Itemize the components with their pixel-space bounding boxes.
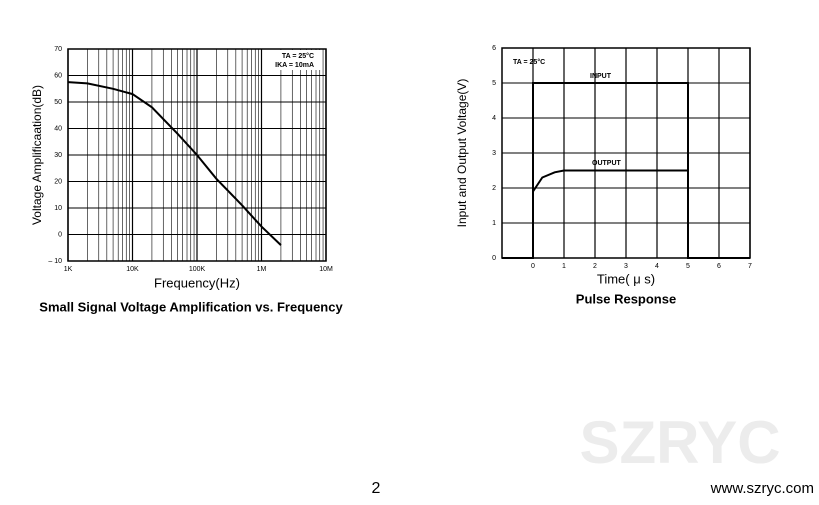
y-tick-label: 0 (58, 231, 62, 238)
x-tick-label: 1K (64, 266, 73, 273)
x-tick-label: 10M (319, 266, 333, 273)
annotation: IKA = 10mA (275, 62, 314, 69)
x-axis-label: Frequency(Hz) (154, 275, 240, 290)
x-tick-label: 7 (748, 263, 752, 270)
data-line (67, 81, 282, 246)
y-tick-label: 0 (492, 255, 496, 262)
x-tick-label: 4 (655, 263, 659, 270)
x-tick-label: 100K (189, 266, 206, 273)
y-tick-label: 3 (492, 150, 496, 157)
x-tick-label: 10K (126, 266, 139, 273)
series-label: OUTPUT (592, 160, 622, 167)
x-tick-label: 2 (593, 263, 597, 270)
x-tick-label: 6 (717, 263, 721, 270)
y-tick-label: 50 (54, 99, 62, 106)
chart-title: Pulse Response (576, 291, 676, 306)
data-line (502, 169, 750, 259)
annotation: TA = 25°C (513, 58, 545, 66)
chart-title: Small Signal Voltage Amplification vs. F… (39, 299, 343, 314)
y-tick-label: 6 (492, 45, 496, 52)
x-tick-label: 1 (562, 263, 566, 270)
annotation: TA = 25°C (282, 52, 314, 60)
plot-frame (501, 47, 751, 259)
y-tick-label: 2 (492, 185, 496, 192)
series-label: INPUT (590, 73, 612, 80)
y-tick-label: 20 (54, 178, 62, 185)
y-tick-label: 70 (54, 46, 62, 53)
x-tick-label: 1M (257, 266, 267, 273)
y-tick-label: – 10 (48, 258, 62, 265)
y-tick-label: 1 (492, 220, 496, 227)
x-tick-label: 5 (686, 263, 690, 270)
plot-frame (67, 48, 327, 262)
y-tick-label: 40 (54, 125, 62, 132)
website: www.szryc.com (710, 480, 814, 497)
y-tick-label: 4 (492, 115, 496, 122)
watermark: SZRYC (579, 409, 780, 476)
annotation-box (266, 50, 322, 70)
y-axis-label: Input and Output Voltage(V) (455, 79, 469, 228)
x-tick-label: 3 (624, 263, 628, 270)
page-number: 2 (372, 480, 381, 497)
x-tick-label: 0 (531, 263, 535, 270)
x-axis-label: Time( μ s) (597, 271, 655, 286)
y-axis-label: Voltage Amplificaation(dB) (30, 85, 44, 225)
y-tick-label: 30 (54, 152, 62, 159)
y-tick-label: 5 (492, 80, 496, 87)
y-tick-label: 10 (54, 205, 62, 212)
y-tick-label: 60 (54, 72, 62, 79)
